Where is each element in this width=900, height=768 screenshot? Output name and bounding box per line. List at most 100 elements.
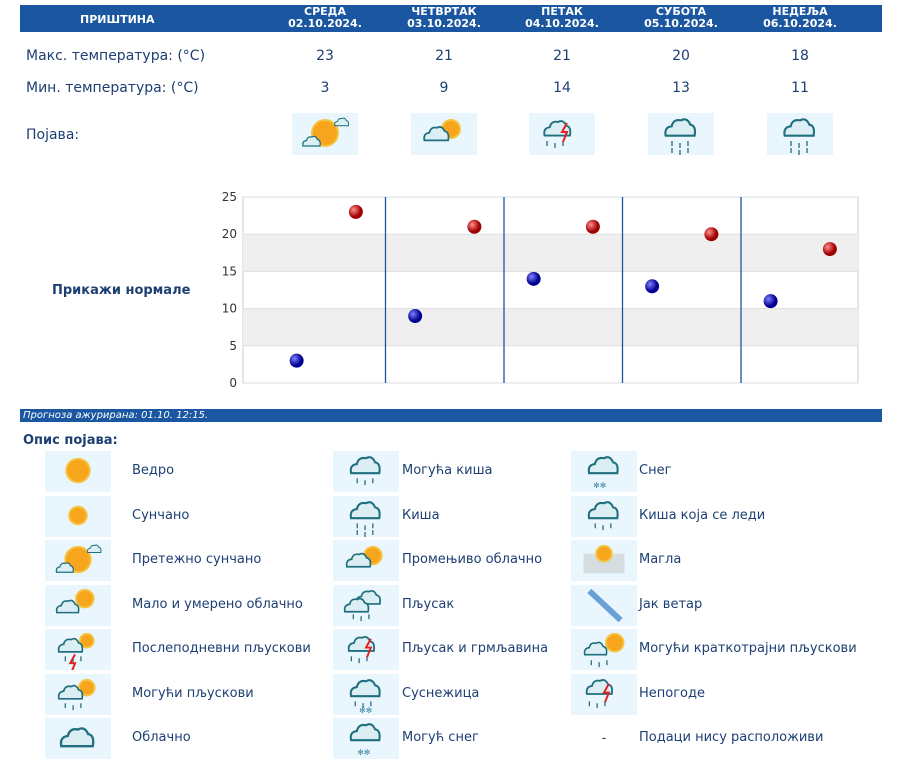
possible-short-showers-icon [571, 629, 637, 670]
freezing-rain-icon [571, 495, 637, 537]
grid-band [243, 234, 858, 272]
legend-label: Промењиво облачно [402, 552, 543, 567]
legend-label: Суснежица [402, 685, 480, 701]
day-header: ЧЕТВРТАК 03.10.2024. [389, 6, 499, 30]
y-tick-label: 20 [222, 227, 237, 241]
min-temp-point[interactable] [645, 279, 660, 294]
legend-title: Опис појава: [23, 433, 118, 448]
y-tick-label: 5 [229, 339, 237, 353]
no-data-symbol: - [601, 731, 607, 746]
legend-label: Киша [402, 507, 440, 523]
variable-cloudy-icon [411, 113, 477, 155]
legend-label: Мало и умерено облачно [132, 596, 303, 612]
possible-snow-icon: ✻✻ [333, 718, 399, 759]
day-header: СРЕДА 02.10.2024. [270, 6, 380, 30]
max-temp-point[interactable] [348, 204, 363, 219]
plot-area [242, 196, 859, 384]
mostly-sunny-icon [292, 113, 358, 155]
phenomenon-label: Појава: [26, 127, 80, 143]
min-temp-point[interactable] [408, 309, 423, 324]
snow-icon: ✻✻ [571, 451, 637, 492]
variable-cloudy-icon [333, 540, 399, 581]
min-temp-value: 14 [553, 80, 571, 96]
shower-thunder-icon [333, 629, 399, 670]
max-temp-value: 21 [553, 48, 571, 64]
day-date: 05.10.2024. [644, 17, 718, 30]
mostly-sunny-icon [45, 540, 111, 581]
temperature-chart: 0 5 10 15 20 25 [220, 185, 880, 404]
day-header: СУБОТА 05.10.2024. [626, 6, 736, 30]
y-tick-label: 10 [222, 302, 237, 316]
max-temp-value: 20 [672, 48, 690, 64]
legend-label: Могућа киша [402, 463, 493, 478]
legend-label: Послеподневни пљускови [132, 641, 311, 656]
legend-label: Магла [639, 552, 682, 567]
rain-icon [767, 113, 833, 155]
legend-label: Снег [639, 463, 672, 478]
max-temp-label: Макс. температура: (°C) [26, 48, 206, 64]
strong-wind-icon [571, 584, 637, 626]
legend-label: Облачно [132, 730, 191, 745]
max-temp-value: 21 [435, 48, 453, 64]
day-date: 04.10.2024. [525, 17, 599, 30]
svg-text:✻✻: ✻✻ [593, 481, 606, 490]
legend-label: Могући краткотрајни пљускови [639, 641, 857, 656]
svg-text:✻✻: ✻✻ [357, 748, 370, 757]
grid-band [243, 308, 858, 346]
day-date: 03.10.2024. [407, 17, 481, 30]
max-temp-point[interactable] [822, 242, 837, 257]
legend-label: Киша која се леди [639, 507, 766, 523]
forecast-header: ПРИШТИНА СРЕДА 02.10.2024. ЧЕТВРТАК 03.10.… [20, 5, 882, 32]
day-name: НЕДЕЉА [772, 5, 828, 18]
partly-cloudy-icon [45, 584, 111, 626]
rain-icon [333, 495, 399, 537]
y-tick-label: 25 [222, 190, 237, 204]
min-temp-label: Мин. температура: (°C) [26, 80, 199, 96]
sunny-icon [45, 495, 111, 537]
day-name: СУБОТА [655, 5, 707, 18]
legend-label: Ведро [132, 463, 175, 478]
shower-icon [333, 584, 399, 626]
legend-label: Могућ снег [402, 730, 479, 745]
day-name: СРЕДА [304, 5, 346, 18]
day-name: ЧЕТВРТАК [411, 5, 477, 18]
cloudy-icon [45, 718, 111, 759]
day-header: НЕДЕЉА 06.10.2024. [745, 6, 855, 30]
legend-label: Претежно сунчано [132, 552, 262, 567]
min-temp-point[interactable] [763, 294, 778, 309]
min-temp-value: 11 [791, 80, 809, 96]
max-temp-point[interactable] [467, 219, 482, 234]
show-normals-link[interactable]: Прикажи нормале [52, 283, 191, 298]
legend-label: Сунчано [132, 507, 190, 523]
day-name: ПЕТАК [541, 5, 583, 18]
city-name: ПРИШТИНА [80, 13, 155, 26]
y-tick-label: 0 [229, 376, 237, 390]
shower-thunder-icon [529, 113, 595, 155]
day-date: 06.10.2024. [763, 17, 837, 30]
min-temp-value: 3 [320, 80, 330, 96]
min-temp-point[interactable] [289, 353, 304, 368]
y-tick-label: 15 [222, 264, 237, 278]
rain-icon [648, 113, 714, 155]
legend-label: Јак ветар [639, 596, 703, 612]
fog-icon [571, 540, 637, 581]
sleet-icon: ✻✻ [333, 673, 399, 715]
storm-icon [571, 673, 637, 715]
max-temp-point[interactable] [704, 227, 719, 242]
svg-text:✻✻: ✻✻ [359, 706, 372, 715]
day-date: 02.10.2024. [288, 17, 362, 30]
min-temp-point[interactable] [526, 271, 541, 286]
legend-label: Могући пљускови [132, 685, 254, 701]
update-bar: Прогноза ажурирана: 01.10. 12:15. [20, 409, 882, 422]
day-header: ПЕТАК 04.10.2024. [507, 6, 617, 30]
max-temp-value: 23 [316, 48, 334, 64]
possible-rain-icon [333, 451, 399, 492]
possible-showers-icon [45, 673, 111, 715]
max-temp-value: 18 [791, 48, 809, 64]
afternoon-showers-icon [45, 629, 111, 670]
legend-label: Непогоде [639, 685, 705, 701]
legend-label: Пљусак и грмљавина [402, 641, 549, 656]
legend-label: Подаци нису расположиви [639, 730, 824, 745]
min-temp-value: 13 [672, 80, 690, 96]
max-temp-point[interactable] [585, 219, 600, 234]
